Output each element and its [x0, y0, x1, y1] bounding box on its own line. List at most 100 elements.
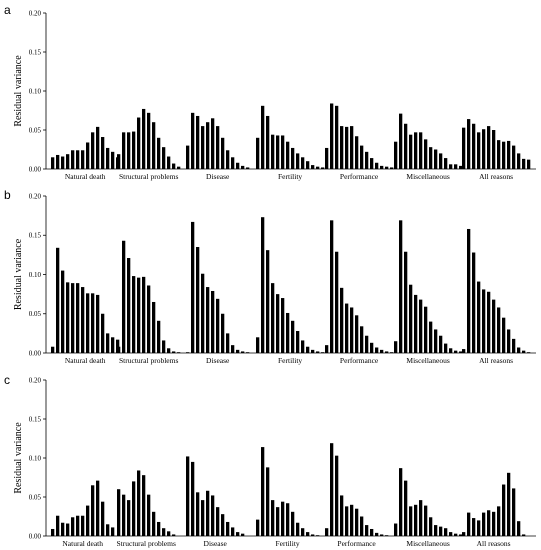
bar [380, 349, 384, 353]
y-axis-title: Residual variance [13, 55, 24, 127]
bar [487, 510, 491, 536]
panel-letter: c [4, 373, 10, 387]
bar [206, 490, 210, 536]
bar [101, 313, 105, 353]
bar-group-6 [394, 468, 463, 536]
bar [296, 153, 300, 169]
category-label: All reasons [479, 356, 513, 365]
bar [487, 291, 491, 353]
bar [472, 123, 476, 169]
category-label: All reasons [477, 539, 511, 548]
bar [345, 506, 349, 536]
category-label: Natural death [65, 356, 106, 365]
bar [335, 105, 339, 169]
bar [241, 165, 245, 169]
bar [325, 147, 329, 169]
bar [291, 320, 295, 353]
y-tick-label: 0.00 [29, 532, 42, 540]
bar [375, 347, 379, 353]
bar [502, 141, 506, 169]
category-label: Miscellaneous [406, 356, 449, 365]
bar [444, 158, 448, 169]
bar [261, 217, 265, 353]
bar [256, 337, 260, 353]
bar-group-2 [117, 240, 181, 353]
bar [81, 150, 85, 169]
category-label: Structural problems [117, 539, 176, 548]
bar [236, 349, 240, 353]
bar [122, 132, 126, 169]
y-tick-label: 0.15 [29, 232, 42, 240]
bar [385, 535, 389, 536]
bar [147, 112, 151, 169]
bar-group-3 [186, 221, 250, 354]
bar [449, 164, 453, 169]
bar [261, 447, 265, 536]
bar [226, 521, 230, 536]
bar [221, 313, 225, 353]
bar [86, 142, 90, 169]
bar [51, 157, 55, 169]
y-tick-label: 0.20 [29, 192, 42, 200]
bar [502, 317, 506, 353]
bar [316, 166, 320, 169]
bar [271, 283, 275, 353]
bar [127, 132, 131, 169]
bar [306, 532, 310, 536]
bar [385, 351, 389, 353]
bar [157, 320, 161, 353]
bar [325, 528, 329, 536]
bar [414, 132, 418, 169]
bar [316, 535, 320, 536]
bar [281, 298, 285, 353]
bar [281, 135, 285, 169]
bar [497, 506, 501, 536]
y-tick-label: 0.00 [29, 165, 42, 173]
bar [350, 307, 354, 353]
bar [196, 492, 200, 536]
bar [370, 528, 374, 536]
bar [221, 514, 225, 536]
category-label: Disease [204, 539, 228, 548]
panel-c: c Residual variance 0.00 0.05 0.10 0.15 0.20 Na… [4, 373, 536, 548]
bar [296, 331, 300, 353]
bar [157, 521, 161, 536]
bar [167, 156, 171, 169]
bar [266, 467, 270, 536]
bar [167, 531, 171, 536]
bar [325, 345, 329, 353]
bar-group-4 [256, 217, 325, 354]
bar [419, 132, 423, 169]
bar [355, 508, 359, 536]
bar [335, 455, 339, 536]
bar [246, 167, 250, 169]
bar [394, 141, 398, 169]
bar [66, 282, 70, 353]
bar [482, 289, 486, 353]
category-label: Fertility [278, 356, 302, 365]
bar [517, 521, 521, 536]
bar [355, 315, 359, 353]
bar [81, 287, 85, 353]
bar [429, 321, 433, 353]
bar [196, 115, 200, 169]
bar [507, 140, 511, 169]
bar [345, 303, 349, 353]
bar [507, 329, 511, 353]
bar [512, 488, 516, 536]
bar [472, 252, 476, 353]
bar [454, 533, 458, 536]
bar [256, 519, 260, 536]
bar [142, 108, 146, 169]
bar [56, 515, 60, 536]
bar [286, 503, 290, 536]
bar [281, 501, 285, 536]
bar [487, 126, 491, 169]
bar [51, 528, 55, 536]
bar [266, 115, 270, 169]
y-tick-label: 0.20 [29, 9, 42, 17]
bar [335, 251, 339, 353]
bar [301, 340, 305, 353]
bar [439, 335, 443, 353]
bar [206, 122, 210, 169]
